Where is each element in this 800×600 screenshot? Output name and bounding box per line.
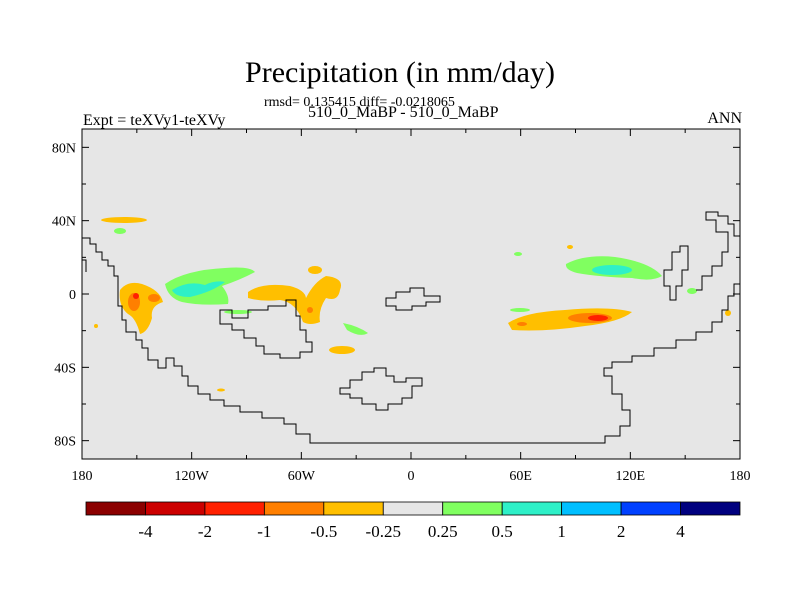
axes: 180 120W 60W 0 60E 120E 180 80N 40N 0 40S 80S (52, 129, 751, 484)
y-tick-label: 40N (52, 215, 76, 230)
precipitation-anomaly-shading (94, 217, 731, 392)
colorbar-label: -1 (257, 522, 271, 541)
colorbar-swatch (85, 501, 146, 516)
chart-title: Precipitation (in mm/day) (245, 56, 555, 89)
y-tick-label: 0 (69, 288, 76, 303)
colorbar-swatch (620, 501, 681, 516)
x-tick-label: 0 (408, 469, 415, 484)
colorbar-label: 1 (557, 522, 566, 541)
colorbar-swatch (323, 501, 384, 516)
x-tick-label: 60E (509, 469, 532, 484)
colorbar-label: 0.5 (492, 522, 513, 541)
colorbar-label: 0.25 (428, 522, 458, 541)
y-tick-label: 80N (52, 141, 76, 156)
colorbar-swatch (501, 501, 563, 516)
x-tick-label: 180 (730, 469, 751, 484)
colorbar-label: -4 (138, 522, 153, 541)
x-tick-label: 60W (288, 469, 316, 484)
x-tick-label: 180 (72, 469, 93, 484)
colorbar-label: 4 (676, 522, 685, 541)
colorbar-swatch (263, 501, 325, 516)
colorbar-swatch (561, 501, 622, 516)
colorbar-label: 2 (617, 522, 626, 541)
colorbar: -4 -2 -1 -0.5 -0.25 0.25 0.5 1 2 4 (85, 501, 741, 541)
season-label: ANN (707, 110, 742, 127)
colorbar-label: -2 (198, 522, 212, 541)
colorbar-swatch (680, 501, 741, 516)
x-tick-label: 120E (616, 469, 646, 484)
x-tick-label: 120W (175, 469, 210, 484)
experiment-label: Expt = teXVy1-teXVy (83, 112, 226, 129)
case-label: 510_0_MaBP - 510_0_MaBP (308, 104, 499, 121)
y-tick-label: 40S (54, 361, 76, 376)
continent-outlines (82, 211, 740, 444)
colorbar-label: -0.5 (310, 522, 337, 541)
colorbar-swatch (145, 501, 206, 516)
colorbar-swatch (382, 501, 444, 516)
colorbar-swatch (442, 501, 503, 516)
colorbar-label: -0.25 (366, 522, 401, 541)
y-tick-label: 80S (54, 435, 76, 450)
colorbar-swatch (204, 501, 265, 516)
stats-text: rmsd= 0.135415 diff= -0.0218065 (264, 95, 455, 110)
